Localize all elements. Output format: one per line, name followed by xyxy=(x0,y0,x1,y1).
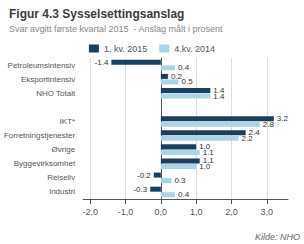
svg-text:1.0: 1.0 xyxy=(199,142,211,152)
svg-text:Forretningstjenester: Forretningstjenester xyxy=(4,131,75,140)
svg-text:4.kv. 2014: 4.kv. 2014 xyxy=(174,44,215,54)
svg-text:Industri: Industri xyxy=(49,187,75,196)
svg-text:Byggevirksomhet: Byggevirksomhet xyxy=(14,159,76,168)
svg-text:2.8: 2.8 xyxy=(263,120,275,129)
svg-text:2.4: 2.4 xyxy=(248,128,260,138)
svg-text:-1,0: -1,0 xyxy=(118,207,134,217)
svg-text:1. kv. 2015: 1. kv. 2015 xyxy=(104,44,147,54)
svg-text:-0.2: -0.2 xyxy=(137,171,151,180)
svg-text:Petroleumsintensiv: Petroleumsintensiv xyxy=(8,61,76,70)
svg-text:Reiseliv: Reiseliv xyxy=(47,173,75,182)
svg-text:-0.3: -0.3 xyxy=(133,185,147,194)
svg-text:2.2: 2.2 xyxy=(242,134,254,143)
svg-text:0,0: 0,0 xyxy=(155,207,168,217)
svg-text:1.0: 1.0 xyxy=(199,162,211,171)
svg-text:NHO Totalt: NHO Totalt xyxy=(36,89,76,98)
svg-text:-1.4: -1.4 xyxy=(95,58,109,67)
svg-text:1.1: 1.1 xyxy=(203,148,215,157)
svg-text:Øvrige: Øvrige xyxy=(52,145,76,154)
svg-text:1.4: 1.4 xyxy=(213,92,225,101)
svg-text:IKT*: IKT* xyxy=(60,117,76,126)
svg-text:3.2: 3.2 xyxy=(277,114,289,123)
svg-text:Svar avgitt første kvartal 201: Svar avgitt første kvartal 2015 - Anslag… xyxy=(9,24,223,34)
svg-text:2,0: 2,0 xyxy=(225,207,238,217)
svg-text:1,0: 1,0 xyxy=(190,207,203,217)
svg-text:0.4: 0.4 xyxy=(178,190,190,199)
svg-text:0.5: 0.5 xyxy=(182,77,194,86)
svg-text:-2,0: -2,0 xyxy=(82,207,98,217)
svg-text:0.3: 0.3 xyxy=(174,176,186,185)
svg-text:0.2: 0.2 xyxy=(170,71,182,81)
svg-text:Figur 4.3 Sysselsettingsanslag: Figur 4.3 Sysselsettingsanslag xyxy=(9,7,184,21)
svg-text:Kilde: NHO: Kilde: NHO xyxy=(255,232,300,242)
svg-text:1.4: 1.4 xyxy=(213,86,225,95)
svg-text:Eksportintensiv: Eksportintensiv xyxy=(21,75,75,84)
svg-text:0.4: 0.4 xyxy=(178,63,190,72)
svg-text:1.1: 1.1 xyxy=(202,156,214,166)
svg-text:3,0: 3,0 xyxy=(261,207,274,217)
